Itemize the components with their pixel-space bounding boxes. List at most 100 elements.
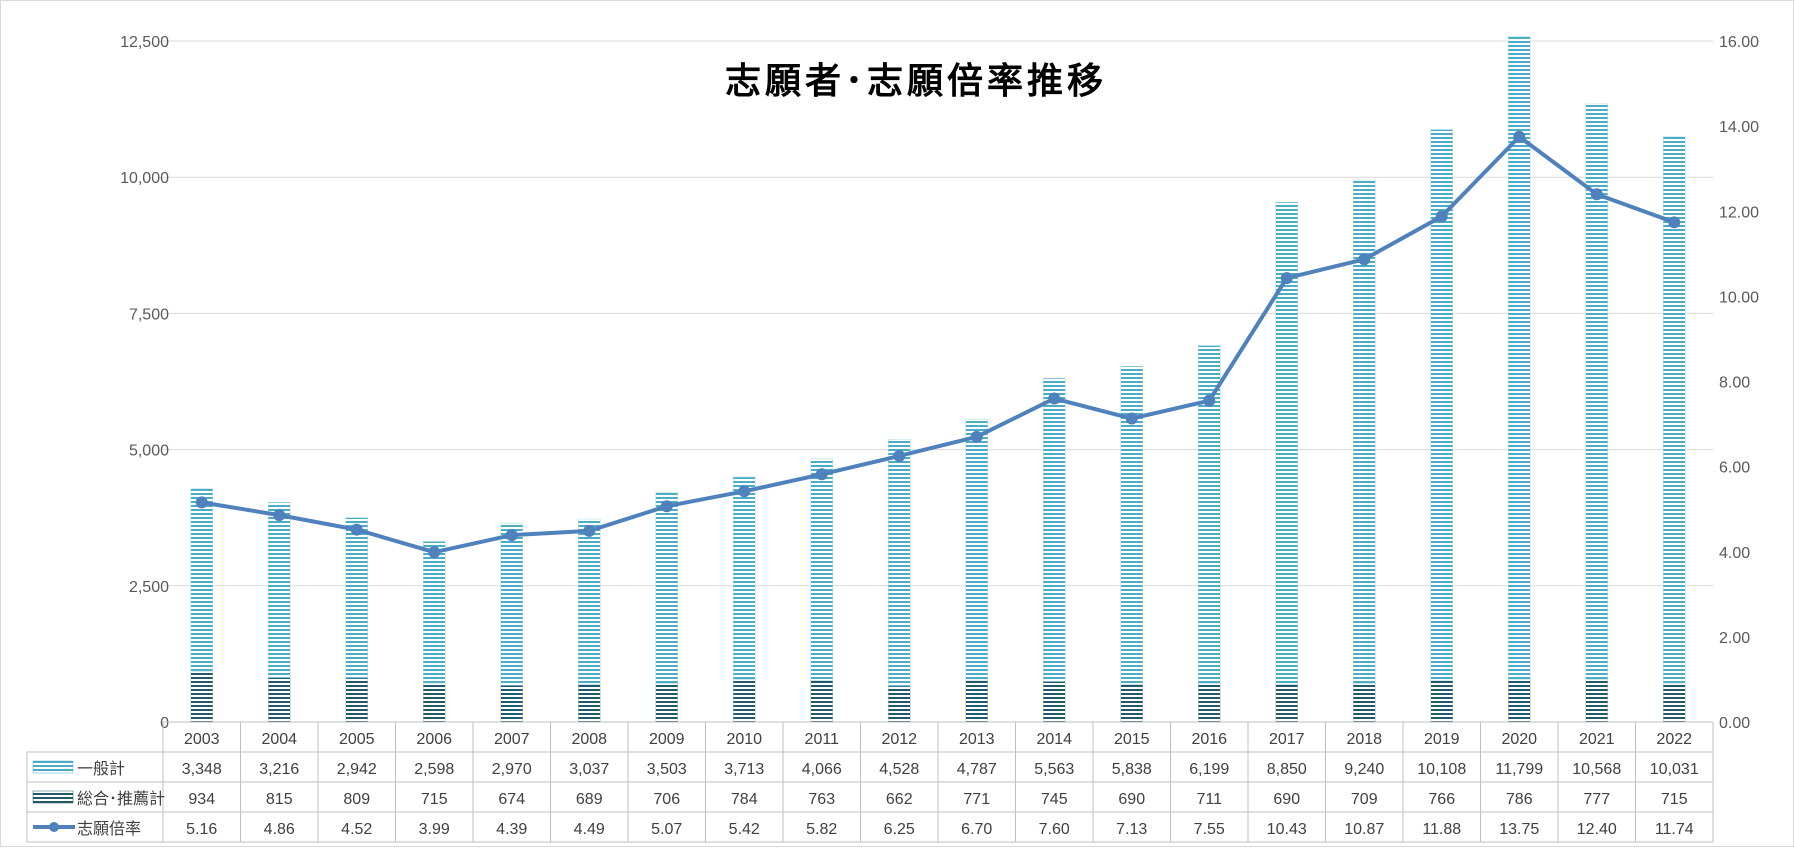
right-axis-tick-label: 12.00 [1719, 204, 1759, 221]
data-table-cell: 4.49 [574, 821, 605, 838]
line-ratio-series [201, 134, 1675, 555]
bar-general [1353, 179, 1376, 684]
data-table-cell: 2,942 [337, 761, 377, 778]
data-table-cell: 3,713 [724, 761, 764, 778]
x-axis-category-label: 2006 [416, 731, 452, 748]
bar-general [423, 541, 446, 684]
line-ratio-point [970, 430, 983, 443]
bar-general [190, 488, 213, 672]
line-ratio-point [505, 529, 518, 542]
data-table-cell: 4,787 [957, 761, 997, 778]
data-table-cell: 10,031 [1650, 761, 1699, 778]
line-ratio-point [1203, 394, 1216, 407]
bar-general [1275, 202, 1298, 685]
data-table-cell: 784 [731, 791, 758, 808]
left-axis-tick-label: 7,500 [129, 306, 169, 323]
legend-key-comprehensive [32, 790, 74, 804]
data-table-cell: 3,348 [182, 761, 222, 778]
line-ratio-point [660, 500, 673, 513]
data-table-cell: 690 [1118, 791, 1145, 808]
right-axis-tick-label: 2.00 [1719, 630, 1750, 647]
x-axis-category-label: 2013 [959, 731, 995, 748]
data-table-cell: 766 [1428, 791, 1455, 808]
bar-comprehensive-recommendation [345, 677, 368, 723]
x-axis-category-label: 2018 [1346, 731, 1382, 748]
bar-comprehensive-recommendation [500, 685, 523, 723]
line-ratio-point [195, 496, 208, 509]
data-table-cell: 662 [886, 791, 913, 808]
bar-comprehensive-recommendation [1275, 684, 1298, 723]
bar-comprehensive-recommendation [1585, 679, 1608, 723]
bar-general [1663, 136, 1686, 684]
x-axis-category-label: 2010 [726, 731, 762, 748]
data-table-cell: 6,199 [1189, 761, 1229, 778]
data-table-cell: 934 [188, 791, 215, 808]
right-axis-tick-label: 16.00 [1719, 34, 1759, 51]
data-table-cell: 689 [576, 791, 603, 808]
data-table-cell: 4.39 [496, 821, 527, 838]
right-axis-tick-label: 4.00 [1719, 545, 1750, 562]
bar-general [1430, 129, 1453, 681]
data-table-cell: 786 [1506, 791, 1533, 808]
line-ratio-point [583, 524, 596, 537]
bar-general [810, 458, 833, 681]
bar-general [733, 476, 756, 680]
line-ratio-point [1280, 272, 1293, 285]
data-table-cell: 2,598 [414, 761, 454, 778]
line-ratio-point [273, 509, 286, 522]
line-ratio-point [1513, 130, 1526, 143]
bar-general [578, 518, 601, 685]
data-table-cell: 711 [1196, 791, 1222, 808]
legend-label-general: 一般計 [77, 759, 125, 778]
line-ratio-point [738, 485, 751, 498]
bar-comprehensive-recommendation [190, 670, 213, 723]
line-ratio-point [350, 523, 363, 536]
right-axis-tick-label: 0.00 [1719, 715, 1750, 732]
bar-comprehensive-recommendation [1508, 678, 1531, 723]
x-axis-category-label: 2007 [494, 731, 530, 748]
data-table-cell: 3,037 [569, 761, 609, 778]
left-axis-tick-label: 12,500 [120, 34, 169, 51]
right-axis-tick-label: 14.00 [1719, 119, 1759, 136]
bar-comprehensive-recommendation [1663, 682, 1686, 723]
data-table-cell: 5.82 [806, 821, 837, 838]
data-table-cell: 8,850 [1267, 761, 1307, 778]
bar-general [268, 502, 291, 678]
x-axis-category-label: 2012 [881, 731, 917, 748]
left-axis-tick-label: 0 [160, 715, 169, 732]
data-table-cell: 809 [343, 791, 370, 808]
data-table-cell: 7.55 [1194, 821, 1225, 838]
right-axis-tick-label: 6.00 [1719, 460, 1750, 477]
bar-general [965, 418, 988, 681]
data-table-cell: 5.07 [651, 821, 682, 838]
data-table-cell: 815 [266, 791, 293, 808]
data-table-cell: 5,838 [1112, 761, 1152, 778]
line-ratio-point [1668, 216, 1681, 229]
x-axis-category-label: 2004 [261, 731, 297, 748]
data-table-cell: 6.25 [884, 821, 915, 838]
data-table-cell: 13.75 [1499, 821, 1539, 838]
data-table-cell: 7.60 [1039, 821, 1070, 838]
data-table-cell: 9,240 [1344, 761, 1384, 778]
data-table-cell: 690 [1273, 791, 1300, 808]
bar-comprehensive-recommendation [655, 683, 678, 723]
right-axis-tick-label: 8.00 [1719, 375, 1750, 392]
line-ratio-point [1358, 253, 1371, 266]
data-table-cell: 3.99 [419, 821, 450, 838]
line-ratio-point [893, 449, 906, 462]
data-table-cell: 10,568 [1572, 761, 1621, 778]
bar-comprehensive-recommendation [810, 680, 833, 723]
x-axis-category-label: 2017 [1269, 731, 1305, 748]
bar-general [500, 523, 523, 686]
bar-general [1508, 36, 1531, 680]
data-table-cell: 3,503 [647, 761, 687, 778]
legend-key-ratio-marker [49, 822, 59, 832]
x-axis-category-label: 2020 [1501, 731, 1537, 748]
bar-comprehensive-recommendation [268, 677, 291, 723]
chart-title: 志願者･志願倍率推移 [725, 61, 1107, 102]
x-axis-category-label: 2015 [1114, 731, 1150, 748]
data-table-cell: 10,108 [1417, 761, 1466, 778]
line-ratio-point [1048, 392, 1061, 405]
data-table-cell: 11.88 [1422, 821, 1461, 838]
